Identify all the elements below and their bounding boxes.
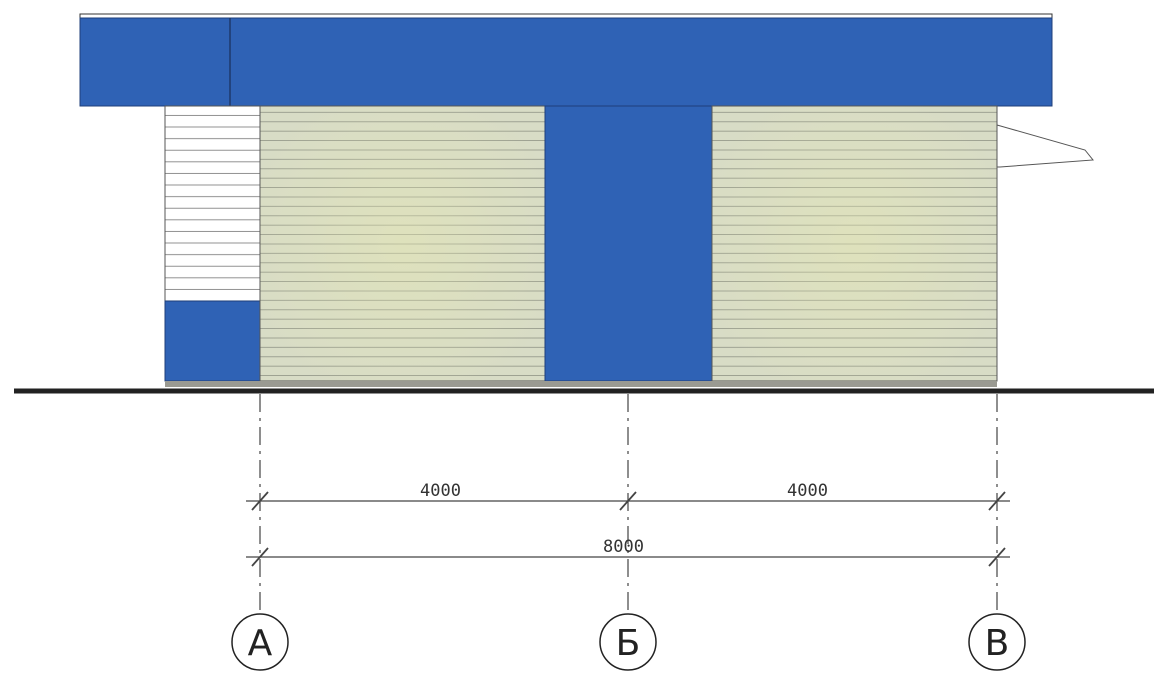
dimension-label-right: 4000 — [787, 481, 828, 501]
axis-label-b: Б — [616, 623, 641, 664]
axis-label-a: А — [248, 623, 273, 664]
left-blue-base-panel — [164, 300, 261, 382]
dimension-label-overall: 8000 — [603, 537, 644, 557]
dimension-overall — [246, 547, 1010, 567]
axis-bubble-v: В — [968, 613, 1026, 671]
axis-bubble-a: А — [231, 613, 289, 671]
axis-lines — [259, 394, 998, 612]
louver-panel — [164, 105, 261, 302]
plinth-strip — [165, 381, 997, 387]
central-blue-panel — [544, 105, 713, 382]
dimension-chain-segments — [246, 491, 1010, 511]
dimension-label-left: 4000 — [420, 481, 461, 501]
roof-fascia — [79, 13, 1053, 107]
axis-label-v: В — [985, 623, 1010, 664]
side-canopy — [996, 124, 1094, 168]
axis-bubble-b: Б — [599, 613, 657, 671]
